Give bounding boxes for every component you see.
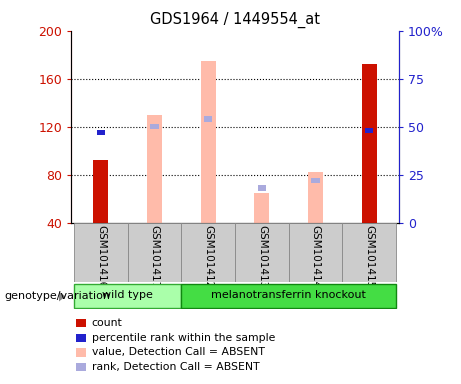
Polygon shape [59,291,65,301]
Text: genotype/variation: genotype/variation [5,291,111,301]
Bar [97,130,105,135]
Bar [94,161,108,223]
Bar [182,283,396,308]
Text: GSM101416: GSM101416 [96,225,106,288]
Bar [150,124,159,129]
Bar [201,61,216,223]
Text: wild type: wild type [102,290,153,300]
Bar [74,283,182,308]
Bar [147,115,162,223]
Bar [74,223,128,282]
Text: rank, Detection Call = ABSENT: rank, Detection Call = ABSENT [92,362,260,372]
Bar [362,64,377,223]
Bar [365,128,373,133]
Bar [308,172,323,223]
Bar [182,223,235,282]
Bar [128,223,182,282]
Bar [289,223,343,282]
Text: GSM101412: GSM101412 [203,225,213,288]
Bar [254,193,269,223]
Text: percentile rank within the sample: percentile rank within the sample [92,333,275,343]
Bar [343,223,396,282]
Text: GSM101414: GSM101414 [311,225,320,288]
Bar [312,178,320,183]
Text: GSM101413: GSM101413 [257,225,267,288]
Bar [204,116,213,122]
Bar [235,223,289,282]
Text: GSM101417: GSM101417 [150,225,160,288]
Text: value, Detection Call = ABSENT: value, Detection Call = ABSENT [92,348,265,358]
Text: melanotransferrin knockout: melanotransferrin knockout [211,290,366,300]
Text: count: count [92,318,123,328]
Bar [258,185,266,191]
Title: GDS1964 / 1449554_at: GDS1964 / 1449554_at [150,12,320,28]
Text: GSM101415: GSM101415 [364,225,374,288]
